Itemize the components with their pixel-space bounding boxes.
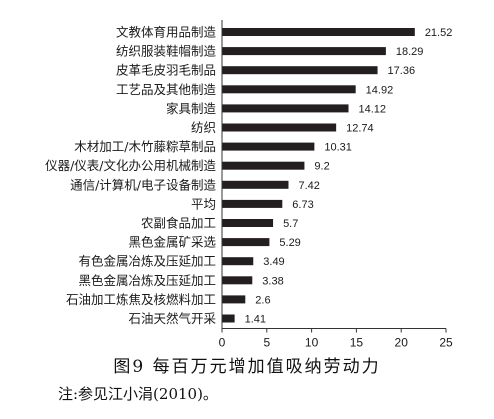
bar	[222, 276, 253, 285]
figure-note: 注:参见江小涓(2010)。	[58, 385, 218, 403]
value-label: 14.92	[366, 84, 394, 96]
value-label: 2.6	[255, 294, 270, 306]
bar	[222, 238, 270, 247]
x-tick-label: 20	[395, 336, 409, 350]
category-label: 纺织	[191, 120, 216, 135]
value-label: 14.12	[359, 103, 387, 115]
bar	[222, 219, 274, 227]
bar	[222, 28, 415, 36]
category-label: 石油加工炼焦及核燃料加工	[66, 292, 216, 307]
bar	[222, 47, 386, 56]
category-label: 有色金属冶炼及压延加工	[78, 254, 216, 269]
bar	[222, 66, 378, 75]
x-tick-label: 0	[219, 336, 226, 350]
category-label: 木材加工/木竹藤粽草制品	[74, 139, 216, 154]
category-label: 黑色金属矿采选	[128, 235, 216, 250]
x-axis-ticks: 0 5 10 15 20 25	[219, 328, 453, 350]
category-label: 黑色金属冶炼及压延加工	[78, 273, 216, 288]
category-label: 家具制造	[166, 101, 217, 116]
bar	[222, 295, 246, 304]
value-label: 12.74	[346, 123, 374, 135]
x-tick-label: 5	[263, 336, 270, 350]
category-label: 皮革毛皮羽毛制品	[116, 63, 216, 78]
value-label: 5.7	[283, 218, 298, 230]
value-label: 17.36	[388, 65, 416, 77]
category-label: 平均	[191, 196, 216, 211]
value-label: 7.42	[298, 180, 319, 192]
x-tick-label: 10	[305, 336, 319, 350]
value-label: 1.41	[245, 314, 266, 326]
category-label: 通信/计算机/电子设备制造	[70, 177, 216, 192]
value-label: 21.52	[425, 27, 453, 39]
bar	[222, 161, 305, 170]
figure-caption: 图9 每百万元增加值吸纳劳动力	[113, 357, 381, 377]
bar	[222, 180, 289, 189]
value-label: 18.29	[396, 46, 424, 58]
category-label: 工艺品及其他制造	[116, 82, 217, 97]
category-label: 仪器/仪表/文化办公用机械制造	[45, 158, 216, 173]
value-label: 5.29	[279, 237, 300, 249]
category-label: 石油天然气开采	[128, 311, 216, 326]
bar	[222, 85, 356, 94]
x-tick-label: 15	[350, 336, 364, 350]
bar	[222, 142, 315, 151]
category-label: 农副食品加工	[141, 216, 216, 231]
bar	[222, 123, 337, 132]
value-label: 9.2	[314, 161, 329, 173]
category-label: 文教体育用品制造	[116, 25, 217, 40]
bar	[222, 314, 235, 323]
value-label: 3.38	[262, 275, 283, 287]
bar	[222, 199, 283, 208]
bar	[222, 104, 349, 113]
value-label: 3.49	[263, 256, 284, 268]
value-label: 6.73	[292, 199, 313, 211]
category-labels: 文教体育用品制造纺织服装鞋帽制造皮革毛皮羽毛制品工艺品及其他制造家具制造纺织木材…	[45, 25, 216, 327]
x-tick-label: 25	[439, 336, 453, 350]
bar	[222, 257, 254, 266]
bars	[222, 28, 415, 323]
bar-chart: 文教体育用品制造纺织服装鞋帽制造皮革毛皮羽毛制品工艺品及其他制造家具制造纺织木材…	[45, 20, 453, 350]
value-label: 10.31	[324, 142, 352, 154]
category-label: 纺织服装鞋帽制造	[116, 44, 217, 59]
